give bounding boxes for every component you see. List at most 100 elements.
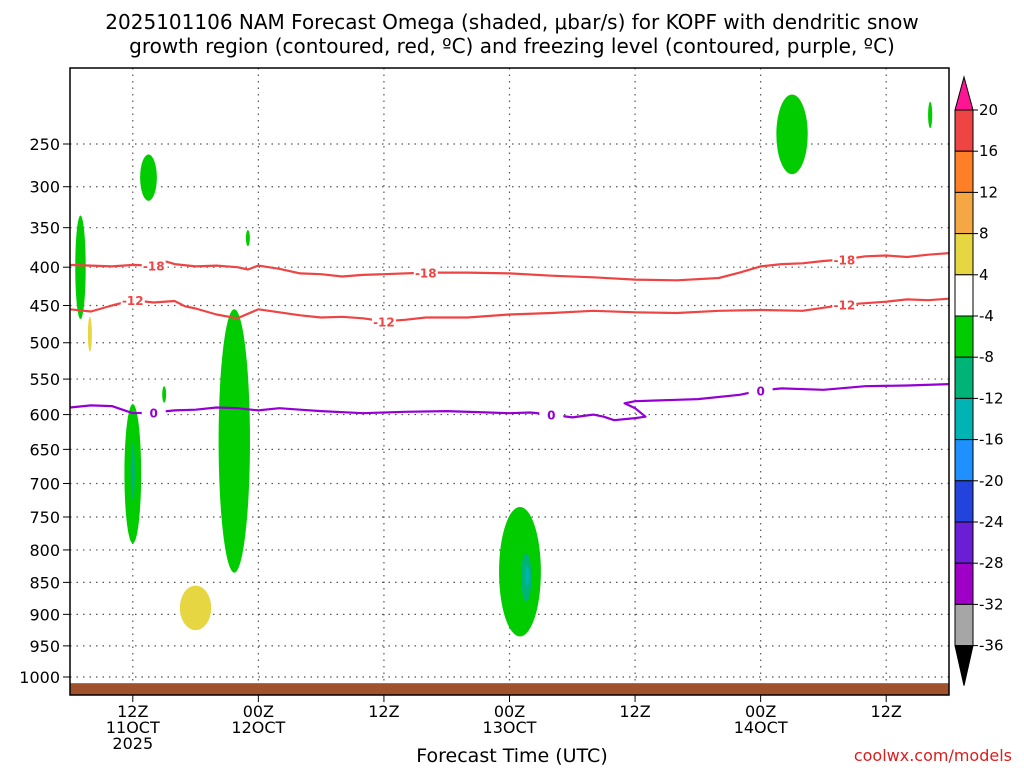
y-tick-label-950: 950 [29, 637, 60, 656]
omega-region-2 [245, 230, 250, 247]
x-tick-label-6-0: 12Z [871, 702, 902, 721]
contour-label-bg-2-0 [141, 404, 166, 420]
colorbar-label-13: -36 [979, 637, 1004, 655]
y-tick-label-300: 300 [29, 178, 60, 197]
omega-region-7 [776, 94, 808, 175]
colorbar-box-11 [954, 521, 974, 564]
colorbar: 20 16 12 8 4 -4 -8 -12 -16 -20 -24 -28 -32 -36 [954, 75, 1004, 686]
omega-region-12 [179, 585, 212, 631]
colorbar-box-13 [954, 603, 974, 647]
chart-title-line-2: growth region (contoured, red, ºC) and f… [129, 34, 895, 58]
grid-lines [70, 68, 949, 695]
colorbar-box-1 [954, 109, 974, 152]
x-tick-label-1-1: 12OCT [231, 718, 285, 737]
colorbar-label-8: -16 [979, 431, 1004, 449]
colorbar-top-arrow [954, 75, 974, 111]
colorbar-label-10: -24 [979, 513, 1004, 531]
y-tick-label-350: 350 [29, 219, 60, 238]
omega-region-8 [928, 101, 933, 129]
contour-label-bg-2-2 [748, 382, 773, 398]
y-tick-label-450: 450 [29, 296, 60, 315]
contour-label-bg-1-0 [120, 292, 145, 308]
colorbar-box-9 [954, 439, 974, 482]
contour-label-1-1: -12 [373, 315, 395, 329]
y-tick-label-600: 600 [29, 406, 60, 425]
omega-region-0 [75, 215, 86, 320]
terrain-band [70, 683, 949, 695]
x-tick-label-4-0: 12Z [619, 702, 650, 721]
colorbar-label-5: -4 [979, 307, 994, 325]
omega-shading [75, 94, 933, 637]
x-tick-label-2-0: 12Z [368, 702, 399, 721]
colorbar-label-4: 4 [979, 266, 989, 284]
x-tick-label-3-0: 00Z [494, 702, 525, 721]
omega-region-5 [218, 309, 250, 573]
contour-label-2-1: 0 [547, 409, 555, 423]
contour-label-bg-0-1 [413, 264, 438, 280]
contour-label-bg-1-1 [371, 313, 396, 329]
contour-label-1-0: -12 [122, 294, 144, 308]
colorbar-box-10 [954, 480, 974, 523]
y-tick-label-700: 700 [29, 474, 60, 493]
omega-region-1 [140, 154, 157, 201]
colorbar-box-3 [954, 191, 974, 235]
contour-label-bg-0-0 [141, 257, 166, 273]
omega-region-9 [130, 442, 135, 501]
x-tick-label-0-1: 11OCT [106, 718, 160, 737]
omega-region-3 [162, 386, 167, 403]
y-tick-label-750: 750 [29, 508, 60, 527]
colorbar-label-2: 12 [979, 183, 998, 201]
colorbar-bottom-arrow [954, 645, 974, 686]
colorbar-label-1: 16 [979, 142, 998, 160]
x-tick-label-1-0: 00Z [243, 702, 274, 721]
y-tick-label-650: 650 [29, 440, 60, 459]
x-tick-label-0-0: 12Z [117, 702, 148, 721]
contour-label-0-2: -18 [834, 253, 856, 267]
x-tick-label-3-1: 13OCT [483, 718, 537, 737]
colorbar-label-12: -32 [979, 595, 1004, 613]
y-tick-label-900: 900 [29, 605, 60, 624]
colorbar-label-11: -28 [979, 554, 1004, 572]
colorbar-box-5 [954, 274, 974, 317]
y-tick-label-550: 550 [29, 370, 60, 389]
contour-label-2-2: 0 [756, 385, 764, 399]
x-tick-label-5-0: 00Z [745, 702, 776, 721]
chart-title-line-1: 2025101106 NAM Forecast Omega (shaded, μ… [105, 10, 919, 34]
contour-label-2-0: 0 [150, 406, 158, 420]
y-tick-label-850: 850 [29, 573, 60, 592]
colorbar-label-3: 8 [979, 225, 989, 243]
colorbar-box-6 [954, 315, 974, 358]
colorbar-box-4 [954, 233, 974, 276]
colorbar-box-12 [954, 562, 974, 605]
colorbar-label-9: -20 [979, 472, 1004, 490]
contour-label-bg-2-1 [539, 406, 564, 422]
omega-region-11 [525, 566, 530, 586]
contour-label-0-0: -18 [143, 260, 165, 274]
y-axis: 250 300 350 400 450 500 550 600 650 700 750 800 850 9… [19, 135, 70, 687]
y-tick-label-1000: 1000 [19, 668, 60, 687]
x-tick-label-5-1: 14OCT [734, 718, 788, 737]
y-tick-label-400: 400 [29, 258, 60, 277]
contour-label-1-2: -12 [834, 299, 856, 313]
colorbar-box-7 [954, 356, 974, 399]
y-tick-label-500: 500 [29, 334, 60, 353]
contour-label-bg-1-2 [832, 296, 857, 312]
colorbar-label-6: -8 [979, 348, 994, 366]
colorbar-label-0: 20 [979, 101, 998, 119]
colorbar-box-8 [954, 397, 974, 441]
contour-lines: -18 -18 -18 -12 -12 -12 0 0 0 [70, 251, 949, 423]
omega-region-6 [499, 506, 541, 637]
x-axis-title: Forecast Time (UTC) [416, 745, 608, 767]
colorbar-box-2 [954, 150, 974, 193]
x-tick-label-0-2: 2025 [112, 734, 153, 753]
omega-region-13 [87, 316, 92, 352]
y-tick-label-250: 250 [29, 135, 60, 154]
contour-label-bg-0-2 [832, 251, 857, 267]
y-tick-label-800: 800 [29, 541, 60, 560]
source-credit[interactable]: coolwx.com/models [853, 746, 1012, 765]
colorbar-label-7: -12 [979, 389, 1004, 407]
contour-label-0-1: -18 [415, 267, 437, 281]
terrain [70, 683, 949, 695]
